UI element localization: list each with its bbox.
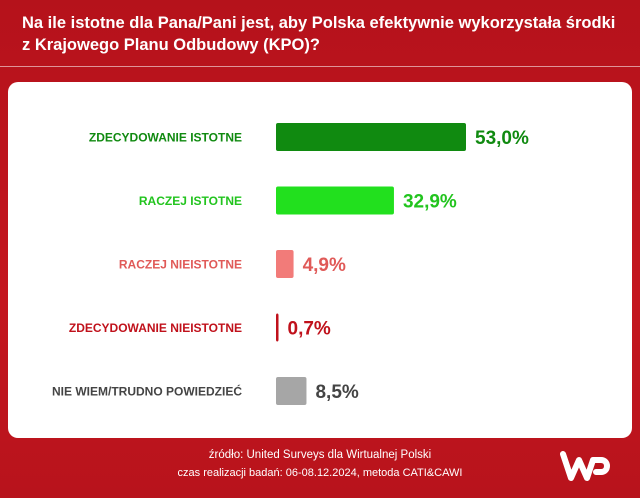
footer: źródło: United Surveys dla Wirtualnej Po… [0, 446, 640, 482]
category-label-raczej-nieistotne: RACZEJ NIEISTOTNE [119, 258, 242, 272]
value-label-zdecydowanie-nieistotne: 0,7% [288, 319, 331, 340]
title-divider [0, 66, 640, 67]
value-label-raczej-nieistotne: 4,9% [303, 255, 346, 276]
bar-raczej-istotne [276, 186, 394, 215]
bar-zdecydowanie-istotne [276, 123, 466, 151]
category-label-zdecydowanie-nieistotne: ZDECYDOWANIE NIEISTOTNE [69, 321, 242, 335]
bar-zdecydowanie-nieistotne [276, 313, 279, 342]
category-label-zdecydowanie-istotne: ZDECYDOWANIE ISTOTNE [89, 131, 242, 145]
title-line-2: z Krajowego Planu Odbudowy (KPO)? [22, 36, 320, 54]
value-label-raczej-istotne: 32,9% [403, 192, 457, 213]
bar-chart: ZDECYDOWANIE ISTOTNE 53,0% RACZEJ ISTOTNE 3… [52, 123, 529, 405]
category-label-nie-wiem-trudno-powiedzie: NIE WIEM/TRUDNO POWIEDZIEĆ [52, 384, 242, 399]
category-label-raczej-istotne: RACZEJ ISTOTNE [139, 194, 242, 208]
page-title: Na ile istotne dla Pana/Pani jest, aby P… [22, 12, 622, 56]
survey-period-note: czas realizacji badań: 06-08.12.2024, me… [177, 467, 463, 479]
bar-nie-wiem-trudno-powiedzie [276, 377, 307, 405]
bar-raczej-nieistotne [276, 250, 294, 278]
chart-card: ZDECYDOWANIE ISTOTNE 53,0% RACZEJ ISTOTNE 3… [8, 82, 632, 438]
source-note: źródło: United Surveys dla Wirtualnej Po… [208, 449, 432, 461]
wp-logo [560, 451, 610, 481]
value-label-nie-wiem-trudno-powiedzie: 8,5% [315, 382, 358, 403]
title-line-1: Na ile istotne dla Pana/Pani jest, aby P… [22, 14, 616, 32]
value-label-zdecydowanie-istotne: 53,0% [475, 128, 529, 149]
